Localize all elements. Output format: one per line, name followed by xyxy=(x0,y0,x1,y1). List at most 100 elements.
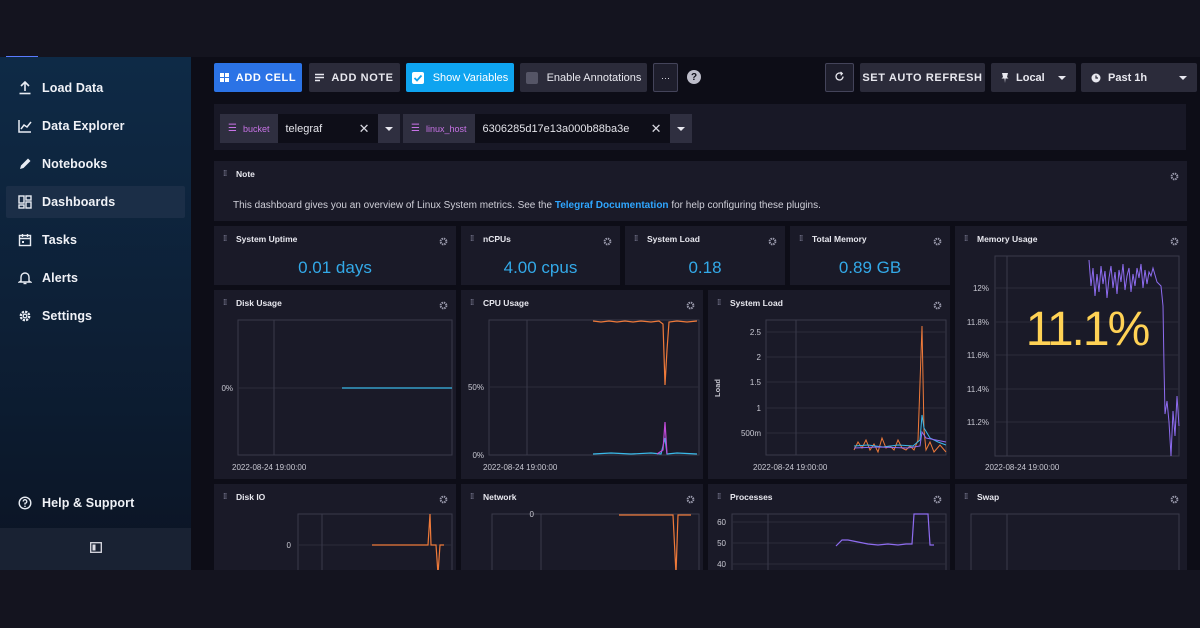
cell-gear-icon[interactable] xyxy=(1170,168,1179,186)
system-load-graph-cell: ⁞⁞ System Load 2.5 2 1.5 1 500m Load 2022… xyxy=(708,290,950,479)
clear-icon[interactable]: ✕ xyxy=(358,121,370,136)
chevron-down-icon xyxy=(676,126,685,131)
drag-handle-icon[interactable]: ⁞⁞ xyxy=(223,298,227,307)
cell-gear-icon[interactable] xyxy=(933,297,942,315)
drag-handle-icon[interactable]: ⁞⁞ xyxy=(223,169,227,178)
cell-title: ⁞⁞ Memory Usage xyxy=(964,234,1037,244)
add-note-button[interactable]: ADD NOTE xyxy=(309,63,400,92)
stat-cell-system-load: ⁞⁞ System Load 0.18 xyxy=(625,226,785,285)
cell-title-label: Total Memory xyxy=(812,234,867,244)
drag-handle-icon[interactable]: ⁞⁞ xyxy=(717,492,721,501)
cell-gear-icon[interactable] xyxy=(1170,233,1179,251)
show-variables-toggle[interactable]: Show Variables xyxy=(406,63,514,92)
help-tooltip-icon[interactable]: ? xyxy=(687,70,701,84)
sidebar-item-label: Dashboards xyxy=(42,195,116,209)
cpu-system-line xyxy=(656,421,668,455)
collapse-sidebar-button[interactable] xyxy=(0,528,191,570)
cell-gear-icon[interactable] xyxy=(933,491,942,509)
y-tick-label: 2.5 xyxy=(750,328,762,337)
drag-handle-icon[interactable]: ⁞⁞ xyxy=(717,298,721,307)
memory-usage-graph: 12% 11.8% 11.6% 11.4% 11.2% 2022-08-24 1… xyxy=(967,255,1180,472)
drag-handle-icon[interactable]: ⁞⁞ xyxy=(223,492,227,501)
top-band xyxy=(0,0,1200,57)
cell-gear-icon[interactable] xyxy=(439,297,448,315)
add-cell-button[interactable]: ADD CELL xyxy=(214,63,302,92)
variable-linux-host[interactable]: ☰ linux_host 6306285d17e13a000b88ba3e ✕ xyxy=(403,114,692,143)
y-tick-label: 1.5 xyxy=(750,378,762,387)
variable-value: 6306285d17e13a000b88ba3e xyxy=(482,122,630,135)
network-cell: ⁞⁞ Network 0 xyxy=(461,484,703,570)
enable-annotations-toggle[interactable]: Enable Annotations xyxy=(520,63,647,92)
cell-title: ⁞⁞ Network xyxy=(470,492,517,502)
sidebar-item-label: Settings xyxy=(42,309,93,323)
drag-handle-icon[interactable]: ⁞⁞ xyxy=(223,234,227,243)
sidebar-item-load-data[interactable]: Load Data xyxy=(6,72,185,104)
cell-gear-icon[interactable] xyxy=(439,233,448,251)
y-tick-label: 11.4% xyxy=(967,385,989,394)
variable-value-select[interactable]: telegraf ✕ xyxy=(277,114,378,143)
drag-handle-icon[interactable]: ⁞⁞ xyxy=(470,298,474,307)
add-cell-label: ADD CELL xyxy=(235,71,297,84)
cell-gear-icon[interactable] xyxy=(1170,491,1179,509)
network-line xyxy=(619,514,691,570)
y-tick-label: 0% xyxy=(221,384,233,393)
swap-graph xyxy=(970,513,1180,570)
cell-title-label: Processes xyxy=(730,492,773,502)
cell-gear-icon[interactable] xyxy=(768,233,777,251)
cell-title-label: nCPUs xyxy=(483,234,511,244)
variable-dropdown-button[interactable] xyxy=(377,114,400,143)
disk-io-cell: ⁞⁞ Disk IO 0 xyxy=(214,484,456,570)
sidebar-item-data-explorer[interactable]: Data Explorer xyxy=(6,110,185,142)
variable-bucket[interactable]: ☰ bucket telegraf ✕ xyxy=(220,114,400,143)
sidebar-item-notebooks[interactable]: Notebooks xyxy=(6,148,185,180)
time-range-dropdown[interactable]: Past 1h xyxy=(1081,63,1197,92)
sidebar-item-dashboards[interactable]: Dashboards xyxy=(6,186,185,218)
drag-handle-icon[interactable]: ⁞⁞ xyxy=(470,492,474,501)
chevron-down-icon xyxy=(1179,76,1187,80)
cell-gear-icon[interactable] xyxy=(603,233,612,251)
sidebar: Load Data Data Explorer Notebooks Dashbo… xyxy=(0,57,191,570)
sidebar-item-label: Help & Support xyxy=(42,496,135,510)
graph-line-icon xyxy=(6,119,42,133)
timezone-dropdown[interactable]: Local xyxy=(991,63,1076,92)
memory-series-line xyxy=(1088,259,1180,457)
disk-usage-graph: 0% 2022-08-24 19:00:00 xyxy=(221,319,453,472)
sidebar-item-alerts[interactable]: Alerts xyxy=(6,262,185,294)
cell-gear-icon[interactable] xyxy=(686,491,695,509)
variable-dropdown-button[interactable] xyxy=(669,114,692,143)
dashboard-main: ADD CELL ADD NOTE Show Variables Enable … xyxy=(191,57,1200,570)
clock-icon xyxy=(1091,73,1101,83)
y-tick-label: 0 xyxy=(287,541,292,550)
telegraf-docs-link[interactable]: Telegraf Documentation xyxy=(554,200,669,211)
sidebar-item-help[interactable]: Help & Support xyxy=(6,487,185,519)
cell-gear-icon[interactable] xyxy=(686,297,695,315)
sidebar-item-settings[interactable]: Settings xyxy=(6,300,185,332)
variable-value-select[interactable]: 6306285d17e13a000b88ba3e ✕ xyxy=(474,114,670,143)
drag-handle-icon[interactable]: ⁞⁞ xyxy=(470,234,474,243)
processes-line xyxy=(835,513,934,547)
set-auto-refresh-button[interactable]: SET AUTO REFRESH xyxy=(860,63,985,92)
stat-value: 0.89 GB xyxy=(838,258,902,277)
cell-title: ⁞⁞ nCPUs xyxy=(470,234,511,244)
cell-title: ⁞⁞ Disk IO xyxy=(223,492,265,502)
clear-icon[interactable]: ✕ xyxy=(650,121,662,136)
cell-title-label: System Uptime xyxy=(236,234,298,244)
y-tick-label: 50 xyxy=(717,539,726,548)
variable-value: telegraf xyxy=(285,122,323,135)
drag-handle-icon[interactable]: ⁞⁞ xyxy=(799,234,803,243)
cpu-idle-line xyxy=(592,320,698,386)
gear-icon xyxy=(6,309,42,323)
drag-handle-icon[interactable]: ⁞⁞ xyxy=(964,492,968,501)
cell-title: ⁞⁞ System Load xyxy=(717,298,783,308)
cell-title: ⁞⁞ System Uptime xyxy=(223,234,297,244)
more-options-button[interactable]: ··· xyxy=(653,63,678,92)
refresh-button[interactable] xyxy=(825,63,854,92)
y-tick-label: 40 xyxy=(717,560,726,569)
cell-gear-icon[interactable] xyxy=(933,233,942,251)
sidebar-item-tasks[interactable]: Tasks xyxy=(6,224,185,256)
cell-gear-icon[interactable] xyxy=(439,491,448,509)
disk-io-line xyxy=(372,513,444,570)
drag-handle-icon[interactable]: ⁞⁞ xyxy=(634,234,638,243)
drag-handle-icon[interactable]: ⁞⁞ xyxy=(964,234,968,243)
note-icon xyxy=(315,73,325,82)
